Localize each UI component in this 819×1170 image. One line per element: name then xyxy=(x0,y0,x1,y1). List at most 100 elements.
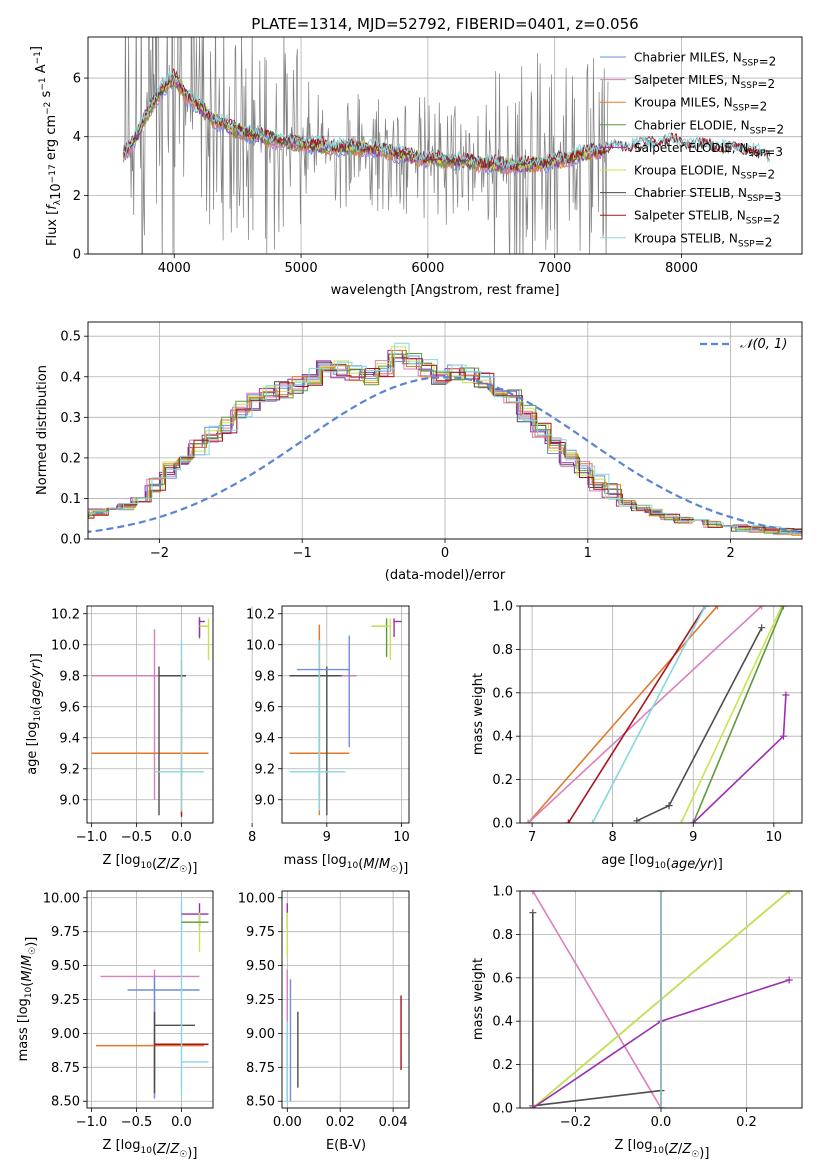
model-line-salpeter-stelib xyxy=(123,68,771,171)
label-part: Z [log xyxy=(103,1138,141,1153)
label-part: =2 xyxy=(750,100,768,114)
label-part: SSP xyxy=(747,194,764,204)
weight-age-line xyxy=(692,606,785,823)
y-tick-label: 0 xyxy=(73,248,81,263)
x-tick-label: 0.0 xyxy=(651,1115,672,1130)
y-tick-label: 10.2 xyxy=(246,607,275,622)
label-part: s xyxy=(39,90,54,101)
label-part: SSP xyxy=(733,104,750,114)
legend-entry: Salpeter ELODIE, NSSP=3 xyxy=(634,141,783,159)
weight-age-marker xyxy=(701,606,709,610)
y-tick-label: 8.75 xyxy=(246,1061,275,1076)
y-tick-label: 9.25 xyxy=(246,993,275,1008)
label-part: −2 xyxy=(43,102,53,115)
histogram-salpeter-miles xyxy=(88,357,802,534)
label-part: age/yr xyxy=(671,857,714,872)
y-tick-label: 9.4 xyxy=(59,731,80,746)
label-part: age/yr xyxy=(29,662,44,705)
label-part: M xyxy=(363,857,374,872)
label-part: erg cm xyxy=(44,115,59,164)
y-tick-label: 9.8 xyxy=(59,669,80,684)
mass-ebv-axes: 0.00 0.02 0.04 8.50 8.75 9.00 9.25 9.50 9.75 10.0… xyxy=(238,890,410,1130)
label-part: 10 xyxy=(347,861,359,871)
label-part: =2 xyxy=(759,55,777,69)
weight-age-marker xyxy=(713,606,721,610)
axes-frame xyxy=(87,321,803,540)
label-part: age [log xyxy=(25,722,40,775)
weight-age-marker xyxy=(665,802,673,810)
plot-area xyxy=(529,891,793,1108)
weight-age-line xyxy=(591,606,707,823)
plot-area xyxy=(91,616,210,817)
age-mass-axes: 8 9 10 9.0 9.2 9.4 9.6 9.8 10.0 10.2 xyxy=(246,605,410,845)
y-tick-label: 0.0 xyxy=(492,1102,513,1117)
x-axis-label: E(B-V) xyxy=(326,1138,366,1153)
x-tick-label: 4000 xyxy=(158,261,191,276)
label-part: )] xyxy=(24,937,39,947)
label-part: SSP xyxy=(746,217,763,227)
y-tick-label: 0.8 xyxy=(492,928,513,943)
label-part: SSP xyxy=(742,59,759,69)
y-tick-label: 9.00 xyxy=(246,1027,275,1042)
axes-frame xyxy=(87,36,803,255)
label-part: Flux [ xyxy=(45,210,60,246)
label-part: −1 xyxy=(33,51,43,64)
x-tick-label: 9 xyxy=(689,830,697,845)
x-tick-label: 8 xyxy=(248,830,256,845)
plot-area xyxy=(88,342,802,536)
x-tick-label: 0.0 xyxy=(171,830,192,845)
x-axis-label: wavelength [Angstrom, rest frame] xyxy=(331,283,560,298)
weight-age-marker xyxy=(689,819,697,823)
x-tick-label: 0.04 xyxy=(379,1115,408,1130)
y-tick-label: 0.4 xyxy=(492,1015,513,1030)
label-part: Chabrier ELODIE, N xyxy=(634,118,750,132)
label-part: / xyxy=(166,1142,171,1157)
label-part: mass [log xyxy=(284,853,347,868)
y-tick-label: 0.2 xyxy=(492,773,513,788)
label-part: ☉ xyxy=(179,865,187,875)
x-tick-label: 0.2 xyxy=(736,1115,757,1130)
y-tick-label: 9.0 xyxy=(59,793,80,808)
y-tick-label: 4 xyxy=(73,130,81,145)
label-part: Z [log xyxy=(103,853,141,868)
y-tick-label: 9.25 xyxy=(51,993,80,1008)
x-tick-label: −1 xyxy=(293,546,312,561)
label-part: ( xyxy=(20,982,35,987)
x-axis-label: mass [log10(M/M☉)] xyxy=(284,853,409,876)
label-part: SSP xyxy=(750,126,767,136)
label-part: Z xyxy=(156,857,167,872)
label-part: ( xyxy=(666,857,671,872)
label-part: Salpeter MILES, N xyxy=(634,73,741,87)
x-tick-label: 0 xyxy=(441,546,449,561)
y-tick-label: 0.0 xyxy=(60,533,81,548)
y-tick-label: 0.0 xyxy=(492,817,513,832)
age-z-axes: −1.0 −0.5 0.0 9.0 9.2 9.4 9.6 9.8 10.0 10.2 xyxy=(51,605,214,845)
x-axis-label: Z [log10(Z/Z☉)] xyxy=(615,1138,710,1161)
gaussian-curve xyxy=(88,376,802,533)
x-axis-label: Z [log10(Z/Z☉)] xyxy=(103,853,198,876)
weight-age-marker xyxy=(564,819,572,823)
histogram-chabrier-miles xyxy=(88,355,802,535)
histogram-kroupa-stelib xyxy=(88,342,802,534)
y-tick-label: 0.6 xyxy=(492,686,513,701)
mass-z-axes: −1.0 −0.5 0.0 8.50 8.75 9.00 9.25 9.50 9.75 10.00 xyxy=(43,890,214,1130)
label-part: 10 xyxy=(49,183,64,200)
label-part: Salpeter ELODIE, N xyxy=(634,141,748,155)
x-tick-label: 6000 xyxy=(411,261,444,276)
weight-age-marker xyxy=(758,624,766,632)
label-part: f xyxy=(45,203,60,210)
spectrum-data-line xyxy=(123,37,609,254)
label-part: ( xyxy=(358,857,363,872)
label-part: M xyxy=(20,970,35,981)
label-part: 10 xyxy=(140,1146,152,1156)
y-tick-label: 9.0 xyxy=(254,793,275,808)
label-part: −17 xyxy=(48,164,58,183)
axes-frame xyxy=(86,890,214,1109)
weight-age-marker xyxy=(677,819,685,823)
label-part: ☉ xyxy=(28,947,38,955)
y-tick-label: 9.6 xyxy=(59,700,80,715)
axes-frame xyxy=(519,605,803,824)
weight-age-line xyxy=(527,606,763,823)
y-tick-label: 6 xyxy=(73,72,81,87)
residual-axes: −2 −1 0 1 2 0.0 0.1 0.2 0.3 0.4 0.5 xyxy=(60,321,803,561)
